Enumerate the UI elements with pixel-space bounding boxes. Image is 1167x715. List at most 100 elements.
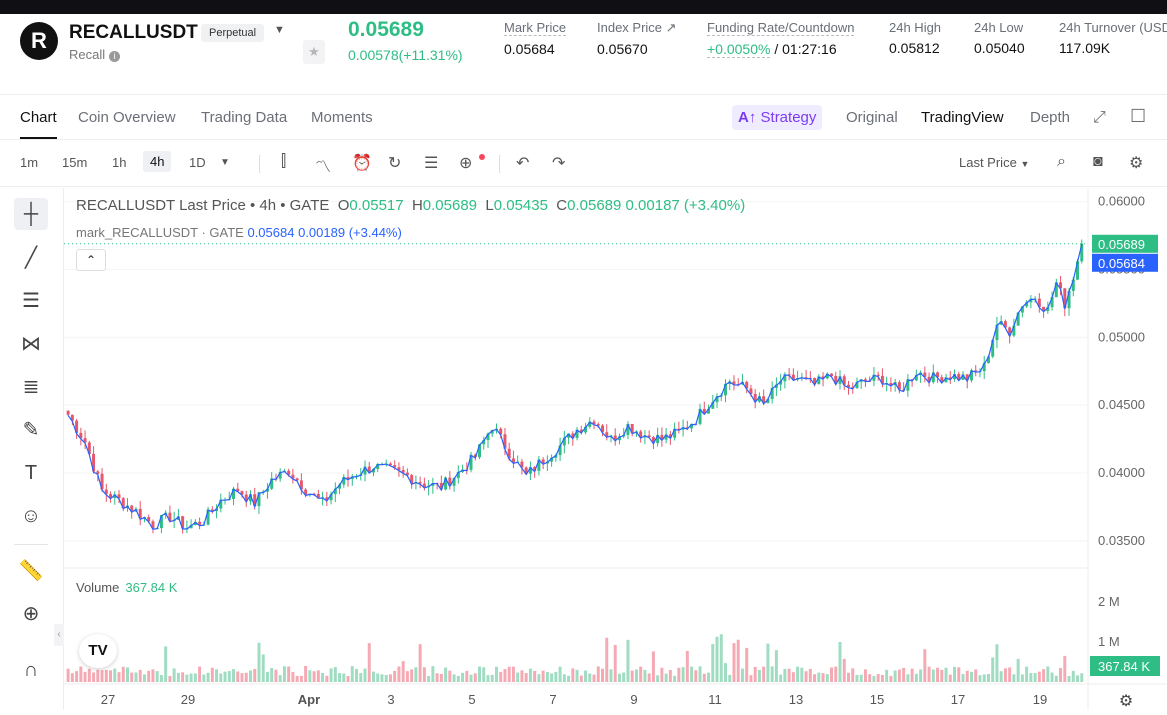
timeframe-1m[interactable]: 1m <box>20 155 39 170</box>
time-tick-label: 17 <box>951 692 965 707</box>
candle-body <box>685 427 689 429</box>
timeframe-1h[interactable]: 1h <box>112 155 127 170</box>
tab-original[interactable]: Original <box>846 109 898 126</box>
volume-bar <box>707 672 711 682</box>
drawing-toolbar: ┼ ╱ ☰ ⋈ ≣ ✎ T ☺ 📏 ⊕ ∩ ‹ <box>0 188 64 710</box>
volume-bar <box>774 650 778 682</box>
volume-bar <box>397 666 401 682</box>
mark-legend-value: 0.05684 <box>247 225 295 240</box>
candle-body <box>410 475 414 484</box>
info-icon[interactable]: i <box>109 51 121 62</box>
symbol-name[interactable]: RECALLUSDT <box>69 22 198 43</box>
candle-body <box>1042 306 1046 311</box>
add-icon[interactable]: ⊕ <box>459 155 473 172</box>
volume-bar <box>359 673 363 682</box>
chevron-down-icon: ▼ <box>1020 159 1030 169</box>
volume-bar <box>868 674 872 682</box>
ai-icon: A↑ <box>738 109 757 126</box>
candle-body <box>1016 312 1020 326</box>
fullscreen-icon[interactable]: ⤢ <box>1093 109 1106 126</box>
volume-bar <box>524 673 528 682</box>
camera-icon[interactable]: ◙ <box>1093 153 1103 170</box>
candle-body <box>656 434 660 444</box>
candlestick-chart[interactable]: 0.060000.055000.050000.045000.040000.035… <box>64 188 1167 710</box>
candle-body <box>897 382 901 390</box>
volume-bar <box>66 668 70 682</box>
trend-line-icon[interactable]: ╱ <box>24 247 38 269</box>
alert-icon[interactable]: ⏰ <box>352 155 372 172</box>
chart-area[interactable]: 0.060000.055000.050000.045000.040000.035… <box>64 188 1167 710</box>
horizontal-lines-icon[interactable]: ☰ <box>22 290 40 312</box>
volume-bar <box>711 643 715 682</box>
candle-body <box>181 516 185 529</box>
window-icon[interactable]: ☐ <box>1130 106 1147 126</box>
volume-bar <box>333 667 337 682</box>
gear-icon[interactable]: ⚙ <box>1129 155 1144 172</box>
volume-bar <box>821 673 825 682</box>
candle-body <box>817 376 821 385</box>
strategy-button[interactable]: A↑ Strategy <box>732 105 823 130</box>
price-type-select[interactable]: Last Price ▼ <box>959 155 1029 170</box>
indicators-icon[interactable]: 〽 <box>315 159 332 176</box>
volume-bar <box>927 666 931 682</box>
fib-icon[interactable]: ≣ <box>22 376 40 398</box>
volume-bar <box>503 669 507 682</box>
volume-label: Volume <box>76 580 120 595</box>
brush-icon[interactable]: ✎ <box>22 419 40 441</box>
timeframe-1d[interactable]: 1D <box>189 155 206 170</box>
tab-chart[interactable]: Chart <box>20 109 57 139</box>
collapse-legend-icon[interactable]: ⌃ <box>76 249 106 271</box>
candle-body <box>291 474 295 479</box>
stat-mark-price: Mark Price 0.05684 <box>504 20 567 57</box>
time-tick-label: 27 <box>101 692 115 707</box>
undo-icon[interactable]: ↶ <box>516 155 530 172</box>
volume-bar <box>626 639 630 682</box>
tab-coin-overview[interactable]: Coin Overview <box>78 109 176 126</box>
candle-body <box>528 467 532 474</box>
zoom-in-icon[interactable]: ⊕ <box>22 603 40 625</box>
tab-moments[interactable]: Moments <box>311 109 373 126</box>
timeframe-15m[interactable]: 15m <box>62 155 88 170</box>
candle-body <box>1080 243 1084 262</box>
candle-type-icon[interactable]: ⫿ <box>281 153 287 170</box>
candle-body <box>851 386 855 389</box>
tradingview-logo[interactable]: TV <box>79 634 117 668</box>
volume-bar <box>193 673 197 682</box>
volume-bar <box>855 674 859 682</box>
search-icon[interactable]: ⌕ <box>1057 153 1066 170</box>
volume-bar <box>1067 675 1071 682</box>
volume-bar <box>770 666 774 682</box>
crosshair-icon[interactable]: ┼ <box>14 198 48 230</box>
timeframe-4h[interactable]: 4h <box>143 151 172 172</box>
magnet-icon[interactable]: ∩ <box>23 659 39 681</box>
replay-icon[interactable]: ↻ <box>388 155 402 172</box>
tab-depth[interactable]: Depth <box>1030 109 1071 126</box>
candle-body <box>482 440 486 445</box>
favorite-star-icon[interactable]: ★ <box>303 40 325 64</box>
stat-index-price[interactable]: Index Price ↗ 0.05670 <box>597 20 677 57</box>
tab-tradingview[interactable]: TradingView <box>921 109 1004 126</box>
price-tick-label: 0.04500 <box>1098 397 1145 412</box>
candle-body <box>363 466 367 475</box>
timeframe-dropdown-icon[interactable]: ▼ <box>220 157 230 168</box>
redo-icon[interactable]: ↷ <box>552 155 566 172</box>
volume-bar <box>147 670 151 682</box>
templates-icon[interactable]: ☰ <box>424 155 439 172</box>
tab-trading-data[interactable]: Trading Data <box>201 109 288 126</box>
volume-bar <box>558 666 562 682</box>
text-icon[interactable]: T <box>24 462 38 484</box>
pattern-icon[interactable]: ⋈ <box>21 333 41 355</box>
candle-body <box>774 384 778 388</box>
volume-bar <box>698 666 702 682</box>
volume-bar <box>372 671 375 682</box>
chevron-down-icon[interactable]: ▼ <box>274 24 285 36</box>
last-price-tag <box>1092 234 1158 253</box>
candle-body <box>138 508 142 519</box>
volume-bar <box>355 668 359 682</box>
candle-body <box>923 372 927 377</box>
emoji-icon[interactable]: ☺ <box>20 505 42 527</box>
volume-bar <box>605 637 609 682</box>
price-tick-label: 0.05000 <box>1098 329 1145 344</box>
ruler-icon[interactable]: 📏 <box>18 560 44 582</box>
collapse-toolbar-icon[interactable]: ‹ <box>54 624 64 646</box>
